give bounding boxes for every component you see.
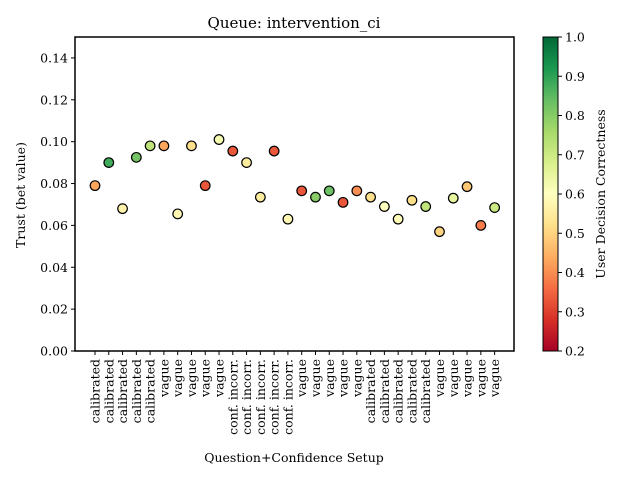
data-point	[420, 201, 432, 212]
y-tick-label: 0.06	[40, 218, 68, 233]
x-tick-label: calibrated	[391, 359, 406, 423]
x-tick-label: calibrated	[363, 359, 378, 423]
x-tick-label: vague	[473, 359, 488, 398]
data-point	[351, 185, 363, 197]
x-tick-label: calibrated	[115, 359, 130, 423]
x-tick-label: calibrated	[143, 359, 158, 423]
x-tick-label: vague	[322, 359, 337, 398]
data-point	[310, 191, 321, 203]
y-tick-label: 0.14	[40, 50, 68, 65]
data-point	[434, 226, 445, 238]
data-point	[365, 191, 377, 203]
y-tick-label: 0.10	[40, 134, 68, 149]
plot-area: 0.00 0.02 0.04 0.06 0.08 0.10 0.12 0.14 calibrat…	[40, 50, 502, 434]
x-tick-label: calibrated	[88, 359, 103, 423]
data-point	[475, 219, 487, 231]
data-point	[186, 140, 197, 152]
x-tick-label: calibrated	[377, 359, 392, 423]
colorbar-tick-label: 0.7	[565, 147, 585, 162]
y-tick-label: 0.08	[40, 176, 68, 191]
data-point	[213, 134, 225, 145]
x-tick-label: vague	[212, 359, 227, 398]
data-point	[489, 202, 501, 214]
x-tick-label: vague	[349, 359, 364, 398]
data-point	[144, 140, 156, 152]
colorbar: 0.2 0.3 0.4 0.5 0.6 0.7 0.8 0.9 1.0	[542, 30, 585, 359]
colorbar-tick-label: 0.5	[565, 226, 585, 241]
y-tick-label: 0.04	[40, 260, 68, 275]
x-tick-label: vague	[156, 359, 171, 398]
data-point	[130, 151, 142, 163]
x-tick-label: vague	[432, 359, 447, 398]
x-tick-label: conf. incorr.	[253, 359, 268, 435]
colorbar-tick-label: 0.8	[565, 108, 585, 123]
x-tick-label: calibrated	[101, 359, 116, 423]
colorbar-tick-label: 0.3	[565, 304, 585, 319]
data-point	[447, 192, 459, 204]
data-point	[337, 196, 349, 208]
x-tick-label: vague	[294, 359, 309, 398]
data-point	[89, 180, 101, 192]
colorbar-tick-label: 0.2	[565, 344, 585, 359]
x-tick-label: vague	[446, 359, 461, 398]
data-point	[254, 191, 266, 203]
data-point	[392, 213, 404, 225]
colorbar-gradient	[542, 36, 559, 352]
y-tick-label: 0.00	[40, 344, 68, 359]
data-point	[117, 203, 128, 215]
data-point	[378, 201, 390, 212]
x-tick-label: calibrated	[418, 359, 433, 423]
x-tick-label: vague	[170, 359, 185, 398]
data-point	[241, 157, 252, 169]
x-tick-label: vague	[308, 359, 323, 398]
x-axis-label: Question+Confidence Setup	[204, 450, 384, 465]
colorbar-tick-label: 0.6	[565, 187, 585, 202]
x-tick-label: vague	[460, 359, 475, 398]
data-point	[158, 140, 170, 152]
x-tick-label: conf. incorr.	[239, 359, 254, 435]
colorbar-tick-label: 1.0	[565, 30, 585, 45]
colorbar-tick-label: 0.9	[565, 69, 585, 84]
x-tick-label: calibrated	[129, 359, 144, 423]
x-tick-label: calibrated	[404, 359, 419, 423]
chart-title: Queue: intervention_ci	[208, 14, 381, 32]
x-tick-label: conf. incorr.	[225, 359, 240, 435]
data-point	[199, 180, 211, 192]
data-point	[296, 185, 308, 197]
data-point	[461, 181, 473, 193]
x-tick-label: vague	[184, 359, 199, 398]
plot-frame	[74, 36, 515, 352]
x-tick-label: conf. incorr.	[267, 359, 282, 435]
x-tick-label: vague	[198, 359, 213, 398]
x-tick-label: vague	[336, 359, 351, 398]
data-point	[323, 185, 335, 197]
y-axis-label: Trust (bet value)	[13, 142, 28, 248]
y-tick-label: 0.12	[40, 92, 68, 107]
data-point	[268, 145, 280, 157]
data-point	[172, 208, 184, 220]
x-tick-label: conf. incorr.	[280, 359, 295, 435]
data-point	[282, 213, 294, 225]
colorbar-label: User Decision Correctness	[593, 109, 608, 278]
x-tick-label: vague	[487, 359, 502, 398]
colorbar-tick-label: 0.4	[565, 265, 585, 280]
data-point	[227, 145, 239, 157]
data-point	[406, 194, 418, 206]
data-point	[103, 157, 115, 169]
y-tick-label: 0.02	[40, 302, 68, 317]
